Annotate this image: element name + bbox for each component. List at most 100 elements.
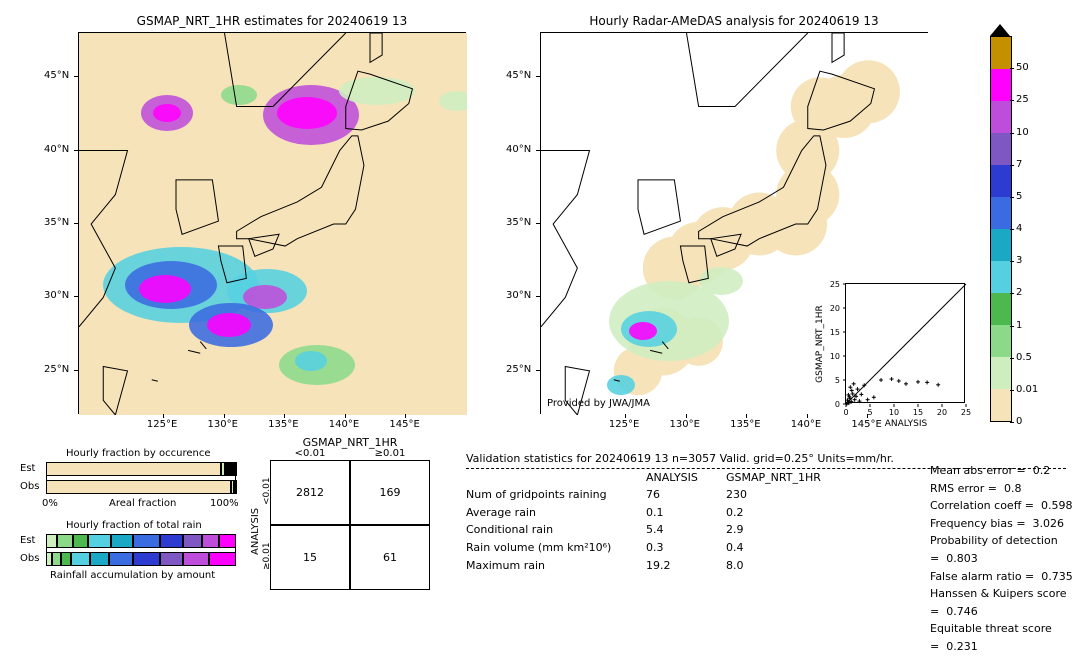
colorbar-segment <box>991 197 1011 229</box>
ytick-label: 25°N <box>44 364 69 375</box>
svg-text:20: 20 <box>830 304 840 313</box>
svg-text:25: 25 <box>961 408 971 417</box>
provider-credit: Provided by JWA/JMA <box>547 398 650 409</box>
colorbar-segment <box>991 133 1011 165</box>
svg-text:5: 5 <box>867 408 872 417</box>
map-gsmap-title: GSMAP_NRT_1HR estimates for 20240619 13 <box>78 14 466 28</box>
scatter-inset: 0 0 5 5 10 10 15 15 20 <box>845 283 965 403</box>
validation-cell: 0.3 <box>646 539 726 557</box>
ytick-label: 25°N <box>506 364 531 375</box>
map-radar-title: Hourly Radar-AMeDAS analysis for 2024061… <box>540 14 928 28</box>
bar-segment <box>160 552 183 566</box>
colorbar-segment <box>991 229 1011 261</box>
bar-segment <box>235 462 237 476</box>
bar-segment <box>183 534 202 548</box>
validation-col-hdr: GSMAP_NRT_1HR <box>726 469 856 487</box>
bar-segment <box>57 534 72 548</box>
bar-axis-right: 100% <box>210 498 239 509</box>
bar-row-label: Obs <box>20 481 39 492</box>
svg-text:15: 15 <box>830 328 840 337</box>
validation-cell: 8.0 <box>726 557 856 575</box>
contingency-cell: 61 <box>350 525 430 590</box>
ytick-label: 35°N <box>506 217 531 228</box>
bar-segment <box>88 534 111 548</box>
xtick-label: 125°E <box>147 419 177 430</box>
bar-segment <box>109 552 134 566</box>
score-row: Correlation coeff = 0.598 <box>930 497 1080 515</box>
svg-text:ANALYSIS: ANALYSIS <box>885 419 928 429</box>
colorbar <box>990 36 1012 422</box>
contingency-col-hdr: ≥0.01 <box>350 448 430 459</box>
validation-cell: 0.1 <box>646 504 726 522</box>
bar-segment <box>235 480 237 494</box>
contingency-row-title: ANALYSIS <box>250 508 261 555</box>
validation-row-label: Num of gridpoints raining <box>466 486 646 504</box>
validation-row-label: Average rain <box>466 504 646 522</box>
colorbar-tick: 50 <box>1016 62 1029 73</box>
score-row: Mean abs error = 0.2 <box>930 462 1080 480</box>
validation-row-label: Maximum rain <box>466 557 646 575</box>
colorbar-cap-icon <box>990 24 1010 36</box>
xtick-label: 145°E <box>851 419 881 430</box>
ytick-label: 30°N <box>506 290 531 301</box>
bar-segment <box>71 552 90 566</box>
colorbar-segment <box>991 165 1011 197</box>
bar-segment <box>160 534 183 548</box>
colorbar-segment <box>991 261 1011 293</box>
svg-text:20: 20 <box>937 408 947 417</box>
ytick-label: 35°N <box>44 217 69 228</box>
ytick-label: 45°N <box>506 70 531 81</box>
validation-cell: 76 <box>646 486 726 504</box>
validation-cell: 230 <box>726 486 856 504</box>
xtick-label: 130°E <box>670 419 700 430</box>
bar-segment <box>46 462 221 476</box>
colorbar-tick: 10 <box>1016 127 1029 138</box>
colorbar-segment <box>991 101 1011 133</box>
svg-text:10: 10 <box>830 352 840 361</box>
colorbar-tick: 2 <box>1016 287 1022 298</box>
bar-segment <box>209 552 236 566</box>
colorbar-tick: 7 <box>1016 159 1022 170</box>
svg-text:25: 25 <box>830 280 840 289</box>
colorbar-segment <box>991 389 1011 421</box>
bar-axis-left: 0% <box>42 498 58 509</box>
xtick-label: 140°E <box>791 419 821 430</box>
colorbar-tick: 0 <box>1016 416 1022 427</box>
validation-cell: 19.2 <box>646 557 726 575</box>
xtick-label: 135°E <box>268 419 298 430</box>
contingency-cell: 169 <box>350 460 430 525</box>
xtick-label: 125°E <box>609 419 639 430</box>
contingency-cell: 15 <box>270 525 350 590</box>
svg-text:0: 0 <box>835 400 840 409</box>
colorbar-tick: 0.01 <box>1016 384 1038 395</box>
bar-segment <box>90 552 109 566</box>
colorbar-tick: 1 <box>1016 320 1022 331</box>
bar-row-label: Est <box>20 535 35 546</box>
colorbar-segment <box>991 293 1011 325</box>
bar-footer: Rainfall accumulation by amount <box>50 570 215 581</box>
ytick-label: 40°N <box>506 144 531 155</box>
score-row: Hanssen & Kuipers score = 0.746 <box>930 585 1080 620</box>
colorbar-tick: 3 <box>1016 255 1022 266</box>
validation-cell: 5.4 <box>646 521 726 539</box>
colorbar-segment <box>991 69 1011 101</box>
contingency-cell: 2812 <box>270 460 350 525</box>
colorbar-tick: 4 <box>1016 223 1022 234</box>
colorbar-tick: 0.5 <box>1016 352 1032 363</box>
svg-text:GSMAP_NRT_1HR: GSMAP_NRT_1HR <box>815 305 825 383</box>
bar-segment <box>73 534 88 548</box>
validation-cell: 0.4 <box>726 539 856 557</box>
bar-segment <box>183 552 210 566</box>
bar-row-label: Obs <box>20 553 39 564</box>
svg-text:15: 15 <box>913 408 923 417</box>
score-row: Frequency bias = 3.026 <box>930 515 1080 533</box>
bar-segment <box>202 534 219 548</box>
totalrain-title: Hourly fraction of total rain <box>66 520 202 531</box>
score-row: Equitable threat score = 0.231 <box>930 620 1080 655</box>
validation-cell: 2.9 <box>726 521 856 539</box>
bar-segment <box>52 552 62 566</box>
contingency-col-hdr: <0.01 <box>270 448 350 459</box>
ytick-label: 30°N <box>44 290 69 301</box>
svg-text:5: 5 <box>835 376 840 385</box>
bar-row-label: Est <box>20 463 35 474</box>
